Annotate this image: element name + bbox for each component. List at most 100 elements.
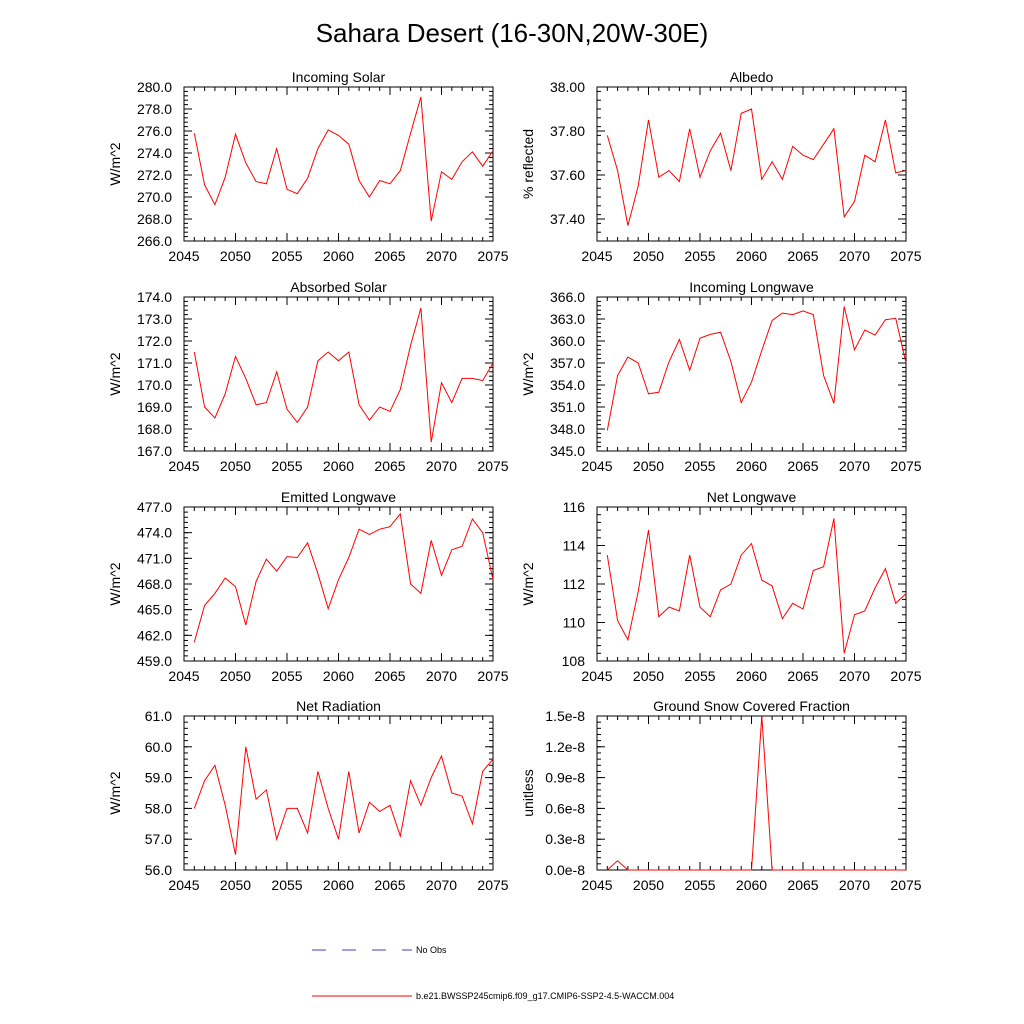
x-tick-label: 2075 (890, 877, 921, 893)
series-line-0 (193, 746, 494, 855)
x-tick-label: 2045 (168, 877, 199, 893)
y-tick-label: 112 (563, 576, 586, 592)
plot-frame (596, 506, 907, 662)
y-tick-label: 171.0 (137, 355, 172, 371)
x-tick-label: 2050 (220, 458, 251, 474)
x-tick-label: 2065 (787, 877, 818, 893)
x-tick-label: 2060 (323, 877, 354, 893)
y-tick-label: 169.0 (137, 399, 172, 415)
x-tick-label: 2065 (374, 458, 405, 474)
plot-frame (596, 715, 907, 871)
series-line-0 (606, 306, 907, 431)
y-tick-label: 1.2e-8 (545, 739, 585, 755)
x-tick-label: 2070 (839, 458, 870, 474)
y-tick-label: 363.0 (550, 311, 585, 327)
plot-frame (183, 715, 494, 871)
panel-incoming-longwave: Incoming Longwave W/m^2 2045 2050 2055 2060 20… (520, 279, 922, 474)
x-tick-label: 2070 (426, 877, 457, 893)
x-tick-label: 2075 (890, 668, 921, 684)
y-tick-label: 274.0 (137, 145, 172, 161)
y-tick-label: 108 (562, 653, 586, 669)
x-tick-label: 2075 (477, 248, 508, 264)
panel-absorbed-solar: Absorbed Solar W/m^2 2045 2050 2055 2060 2065 2… (107, 279, 509, 474)
panel-net-radiation: Net Radiation W/m^2 2045 2050 2055 2060 2065 20… (107, 698, 509, 893)
x-tick-label: 2045 (581, 458, 612, 474)
legend-obs-label: No Obs (416, 945, 447, 955)
panel-title: Net Radiation (296, 698, 381, 714)
y-tick-label: 280.0 (137, 79, 172, 95)
y-tick-label: 37.40 (550, 211, 585, 227)
y-tick-label: 170.0 (137, 377, 172, 393)
x-tick-label: 2055 (271, 877, 302, 893)
x-tick-label: 2075 (477, 458, 508, 474)
x-tick-label: 2065 (787, 458, 818, 474)
series-line-0 (606, 715, 906, 871)
y-tick-label: 366.0 (550, 289, 585, 305)
plot-frame (183, 86, 494, 242)
x-tick-label: 2055 (684, 458, 715, 474)
x-tick-label: 2070 (426, 668, 457, 684)
y-tick-label: 0.6e-8 (545, 800, 585, 816)
x-tick-label: 2045 (581, 248, 612, 264)
x-tick-label: 2075 (890, 458, 921, 474)
y-tick-label: 110 (563, 615, 586, 631)
series-line-0 (193, 96, 494, 222)
panel-incoming-solar: Incoming Solar W/m^2 2045 2050 2055 2060 2065 2… (107, 69, 509, 264)
y-tick-label: 459.0 (137, 653, 172, 669)
x-tick-label: 2055 (684, 668, 715, 684)
x-tick-label: 2065 (374, 668, 405, 684)
y-tick-label: 172.0 (137, 333, 172, 349)
y-tick-label: 465.0 (137, 602, 172, 618)
y-tick-label: 57.0 (145, 831, 172, 847)
y-tick-label: 360.0 (550, 333, 585, 349)
figure-title: Sahara Desert (16-30N,20W-30E) (316, 18, 709, 48)
panel-title: Ground Snow Covered Fraction (653, 698, 850, 714)
y-tick-label: 0.9e-8 (545, 770, 585, 786)
x-tick-label: 2050 (633, 248, 664, 264)
panel-title: Absorbed Solar (290, 279, 387, 295)
x-tick-label: 2045 (581, 877, 612, 893)
legend-model-label: b.e21.BWSSP245cmip6.f09_g17.CMIP6-SSP2-4… (416, 991, 674, 1001)
x-tick-label: 2050 (220, 877, 251, 893)
panels: Incoming Solar W/m^2 2045 2050 2055 2060 2065 2… (107, 69, 922, 893)
y-tick-label: 278.0 (137, 101, 172, 117)
plot-frame (183, 506, 494, 662)
x-tick-label: 2050 (633, 877, 664, 893)
y-tick-label: 58.0 (145, 800, 172, 816)
y-tick-label: 61.0 (145, 708, 172, 724)
x-tick-label: 2055 (271, 668, 302, 684)
panel-albedo: Albedo % reflected 2045 2050 2055 2060 2065 207… (520, 69, 922, 264)
y-tick-label: 1.5e-8 (545, 708, 585, 724)
panel-title: Net Longwave (707, 489, 797, 505)
x-tick-label: 2075 (890, 248, 921, 264)
y-tick-label: 351.0 (550, 399, 585, 415)
y-tick-label: 0.0e-8 (545, 862, 585, 878)
panel-title: Incoming Solar (292, 69, 386, 85)
series-line-0 (193, 307, 494, 443)
series-line-0 (606, 108, 907, 226)
panel-ground-snow-covered-fraction: Ground Snow Covered Fraction unitless 2045… (520, 698, 922, 893)
x-tick-label: 2070 (839, 248, 870, 264)
x-tick-label: 2075 (477, 877, 508, 893)
y-tick-label: 0.3e-8 (545, 831, 585, 847)
y-tick-label: 477.0 (137, 499, 172, 515)
x-tick-label: 2045 (581, 668, 612, 684)
plot-frame (183, 296, 494, 452)
panel-net-longwave: Net Longwave W/m^2 2045 2050 2055 2060 2065 207… (520, 489, 922, 684)
y-tick-label: 348.0 (550, 421, 585, 437)
y-tick-label: 174.0 (137, 289, 172, 305)
y-tick-label: 38.00 (550, 79, 585, 95)
plot-frame (596, 86, 907, 242)
x-tick-label: 2060 (323, 248, 354, 264)
y-tick-label: 276.0 (137, 123, 172, 139)
y-tick-label: 268.0 (137, 211, 172, 227)
y-tick-label: 474.0 (137, 525, 172, 541)
y-axis-label: % reflected (520, 129, 536, 199)
y-tick-label: 462.0 (137, 627, 172, 643)
y-tick-label: 168.0 (137, 421, 172, 437)
x-tick-label: 2070 (426, 248, 457, 264)
x-tick-label: 2070 (839, 668, 870, 684)
x-tick-label: 2065 (374, 877, 405, 893)
x-tick-label: 2060 (736, 877, 767, 893)
